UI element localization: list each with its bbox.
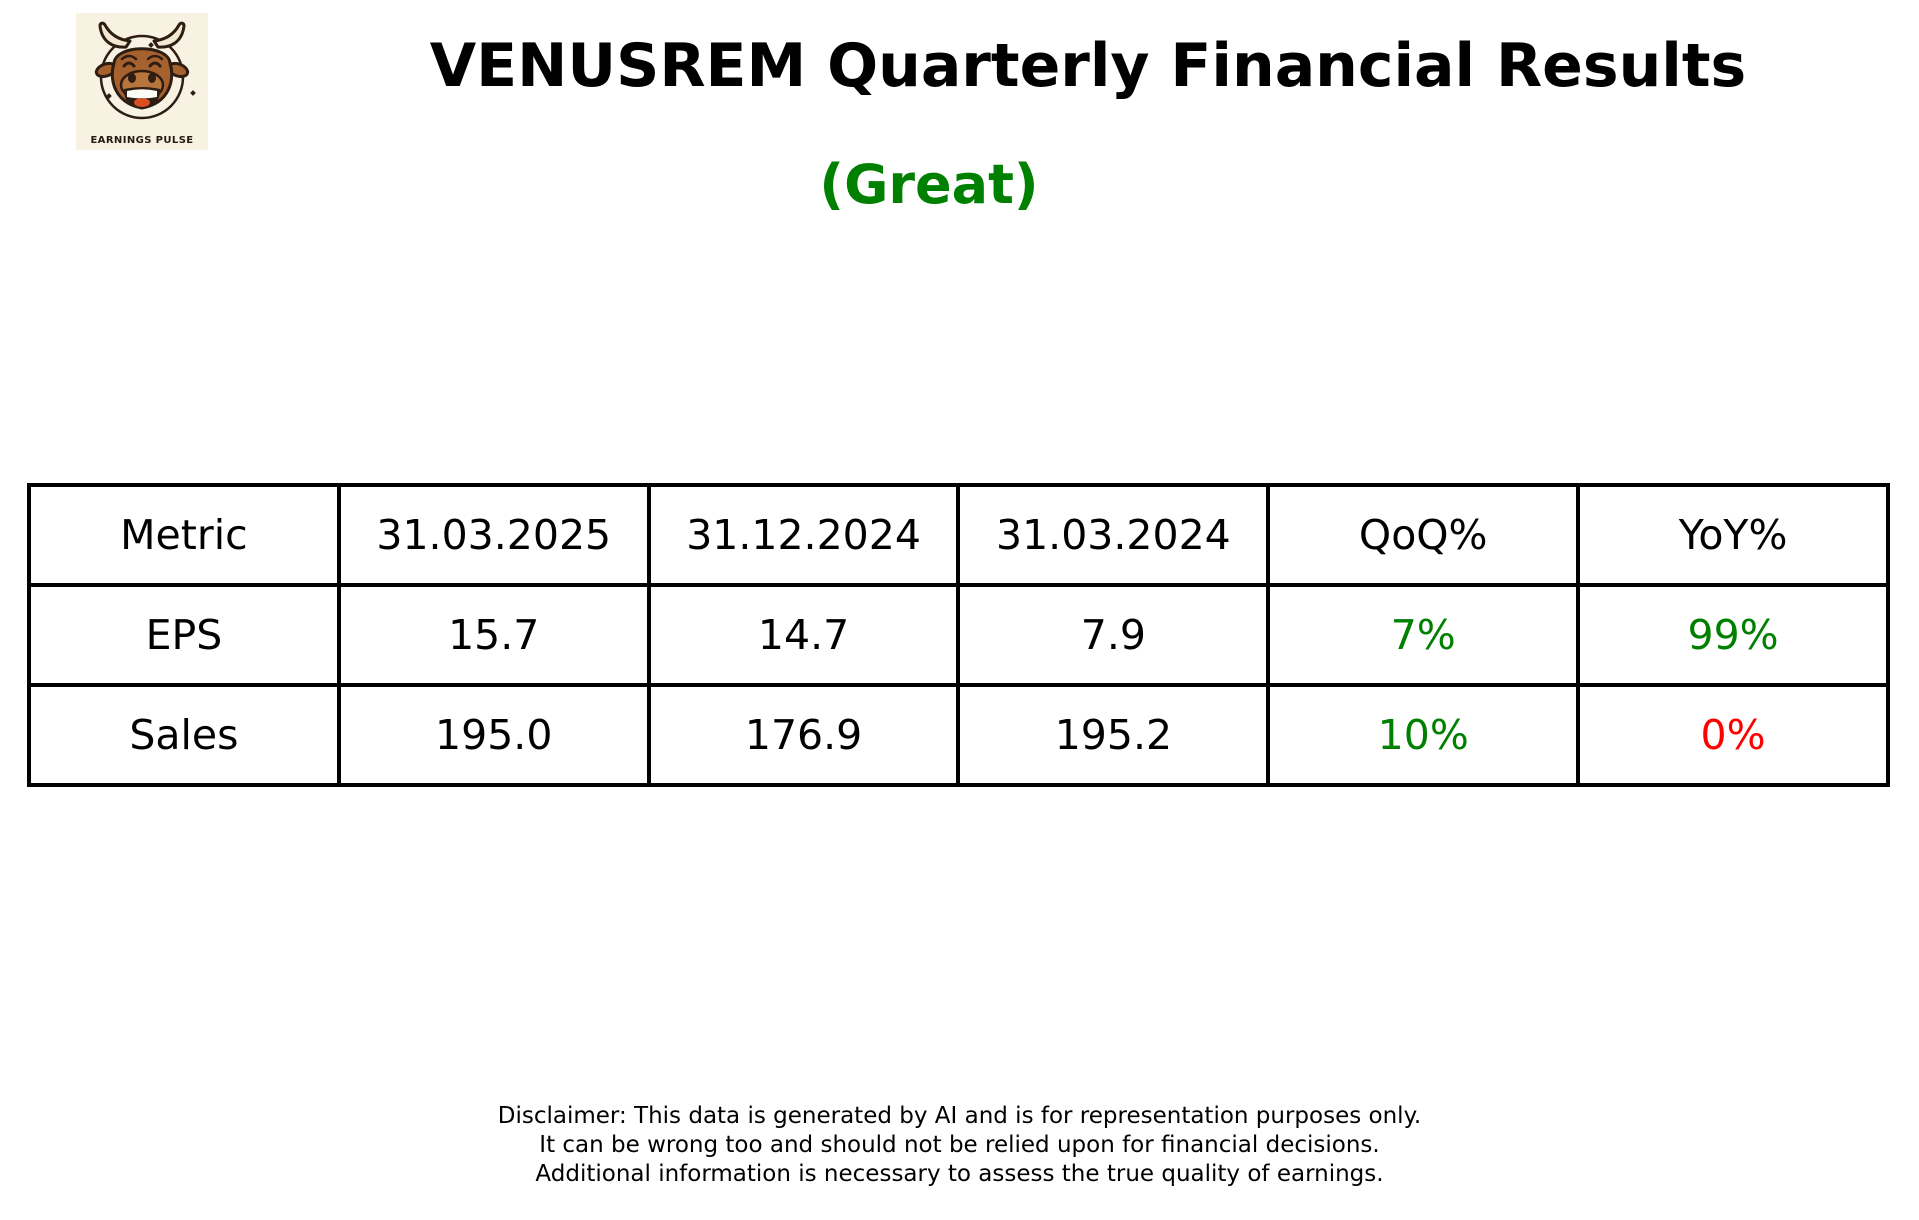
logo-brand-text: EARNINGS PULSE bbox=[90, 135, 193, 146]
disclaimer-line: Additional information is necessary to a… bbox=[535, 1161, 1384, 1187]
col-header-31-12-2024: 31.12.2024 bbox=[646, 483, 961, 587]
sales-yoy-cell: 0% bbox=[1576, 683, 1890, 787]
sales-qoq-cell: 10% bbox=[1266, 683, 1581, 787]
col-header-31-03-2024: 31.03.2024 bbox=[956, 483, 1271, 587]
financials-table: Metric 31.03.2025 31.12.2024 31.03.2024 … bbox=[27, 483, 1890, 787]
bull-logo-icon: EARNINGS PULSE bbox=[76, 13, 208, 150]
verdict-subtitle: (Great) bbox=[819, 153, 1039, 216]
eps-value-cell: 7.9 bbox=[956, 583, 1271, 687]
disclaimer-line: Disclaimer: This data is generated by AI… bbox=[497, 1103, 1422, 1129]
eps-qoq-cell: 7% bbox=[1266, 583, 1581, 687]
table-row-sales: Sales 195.0 176.9 195.2 10% 0% bbox=[27, 683, 1890, 787]
col-header-31-03-2025: 31.03.2025 bbox=[336, 483, 651, 587]
eps-yoy-cell: 99% bbox=[1576, 583, 1890, 687]
eps-value-cell: 14.7 bbox=[646, 583, 961, 687]
eps-metric-cell: EPS bbox=[27, 583, 341, 687]
col-header-metric: Metric bbox=[27, 483, 341, 587]
table-row-eps: EPS 15.7 14.7 7.9 7% 99% bbox=[27, 583, 1890, 687]
eps-value-cell: 15.7 bbox=[336, 583, 651, 687]
sales-metric-cell: Sales bbox=[27, 683, 341, 787]
sales-value-cell: 195.2 bbox=[956, 683, 1271, 787]
sales-value-cell: 176.9 bbox=[646, 683, 961, 787]
earnings-pulse-logo: EARNINGS PULSE bbox=[76, 13, 208, 150]
disclaimer: Disclaimer: This data is generated by AI… bbox=[0, 1102, 1919, 1189]
disclaimer-line: It can be wrong too and should not be re… bbox=[539, 1132, 1380, 1158]
sales-value-cell: 195.0 bbox=[336, 683, 651, 787]
col-header-yoy: YoY% bbox=[1576, 483, 1890, 587]
page-title: VENUSREM Quarterly Financial Results bbox=[429, 31, 1747, 101]
header-row: Metric 31.03.2025 31.12.2024 31.03.2024 … bbox=[27, 483, 1890, 587]
table-header: Metric 31.03.2025 31.12.2024 31.03.2024 … bbox=[27, 483, 1890, 587]
col-header-qoq: QoQ% bbox=[1266, 483, 1581, 587]
